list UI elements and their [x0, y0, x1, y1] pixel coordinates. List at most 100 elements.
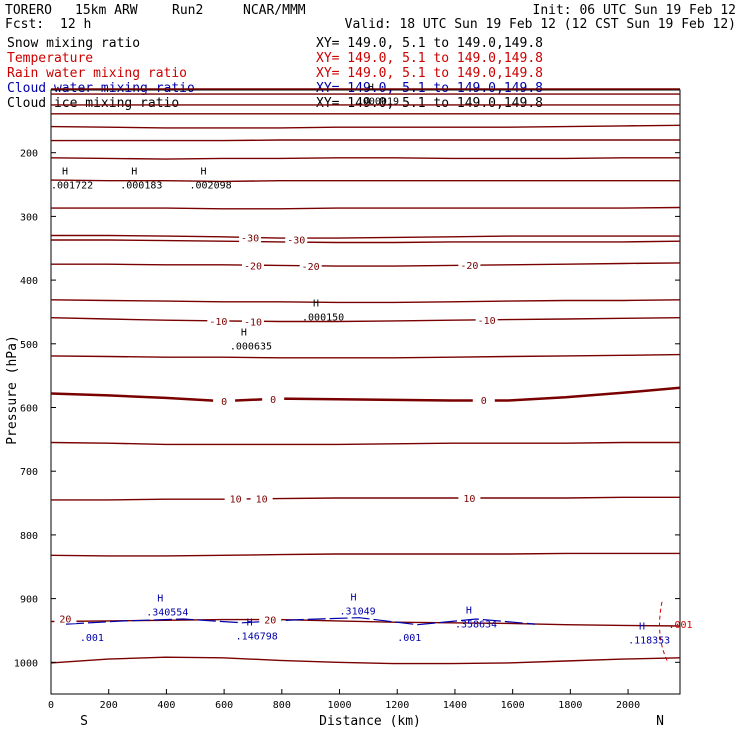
x-tick-label: 600	[215, 700, 233, 711]
temperature-contour-line	[50, 552, 680, 557]
forecast-hour: 12 h	[60, 17, 91, 32]
maximum-value-label: .001	[397, 633, 421, 644]
x-tick-label: 200	[100, 700, 118, 711]
maximum-value-label: .31049	[340, 607, 376, 618]
temperature-contour-label: -30	[241, 233, 259, 244]
maximum-marker: H	[351, 593, 357, 604]
south-end-label: S	[80, 714, 88, 729]
y-tick-label: 800	[20, 531, 38, 542]
x-tick-label: 0	[48, 700, 54, 711]
maximum-value-label: .001722	[51, 181, 93, 192]
contour-label-background	[224, 492, 247, 504]
temperature-contours	[50, 88, 681, 665]
maximum-value-label: .146798	[236, 632, 278, 643]
temperature-contour-line	[50, 386, 681, 403]
plot-area: -30 -30 -20 -20 -20 -10 -10 -10 0 0 0 10 10 10 20 20 H.…	[14, 82, 693, 711]
temperature-contour-label: 20	[264, 616, 276, 627]
maximum-marker: H	[131, 167, 137, 178]
maximum-marker: H	[466, 605, 472, 616]
maximum-marker: H	[639, 621, 645, 632]
contour-labels: -30 -30 -20 -20 -20 -10 -10 -10 0 0 0 10 10 10 20 20	[54, 231, 498, 627]
contour-label-background	[475, 314, 498, 326]
model-run: Run2	[172, 3, 203, 18]
x-tick-label: 1000	[327, 700, 351, 711]
x-tick-label: 1200	[385, 700, 409, 711]
maximum-marker: H	[313, 298, 319, 309]
y-tick-label: 1000	[14, 658, 38, 669]
contour-label-background	[241, 259, 264, 271]
x-tick-label: 1600	[501, 700, 525, 711]
legend-temperature-xy: XY= 149.0, 5.1 to 149.0,149.8	[316, 51, 543, 66]
valid-time: Valid: 18 UTC Sun 19 Feb 12 (12 CST Sun …	[345, 17, 736, 32]
temperature-contour-line	[51, 262, 681, 267]
y-tick-label: 400	[20, 276, 38, 287]
x-tick-label: 2000	[616, 700, 640, 711]
maximum-value-label: .000150	[302, 312, 344, 323]
maximum-value-label: .118353	[628, 635, 670, 646]
temperature-contour-label: 0	[270, 395, 276, 406]
contour-label-background	[241, 315, 264, 327]
temperature-contour-line	[50, 124, 681, 129]
model-org: NCAR/MMM	[243, 3, 306, 18]
legend-rain-label: Rain water mixing ratio	[7, 66, 187, 81]
model-name: TORERO	[5, 3, 52, 18]
contour-label-background	[250, 492, 273, 504]
y-tick-label: 300	[20, 212, 38, 223]
contour-label-background	[262, 393, 285, 405]
cloud-water-contour-line	[65, 617, 536, 626]
temperature-contour-label: 0	[481, 396, 487, 407]
maximum-value-label: .002098	[189, 181, 231, 192]
forecast-label: Fcst:	[5, 17, 44, 32]
legend-rain-xy: XY= 149.0, 5.1 to 149.0,149.8	[316, 66, 543, 81]
legend-temperature-label: Temperature	[7, 51, 93, 66]
temperature-contour-line	[50, 353, 681, 359]
rain-contour-line	[659, 601, 669, 663]
temperature-contour-line	[51, 234, 680, 239]
temperature-contour-line	[51, 206, 681, 210]
y-axis-title: Pressure (hPa)	[5, 335, 20, 445]
maximum-value-label: .001	[80, 633, 104, 644]
y-tick-label: 200	[20, 149, 38, 160]
maximum-value-label: .358634	[455, 619, 497, 630]
temperature-contour-label: -30	[287, 235, 305, 246]
contour-label-background	[299, 260, 322, 272]
temperature-contour-line	[50, 441, 680, 446]
contour-label-background	[213, 395, 236, 407]
x-tick-label: 400	[157, 700, 175, 711]
temperature-contour-label: -10	[244, 318, 262, 329]
legend-snow-label: Snow mixing ratio	[7, 36, 140, 51]
contour-label-background	[472, 393, 495, 405]
maximum-marker: H	[62, 167, 68, 178]
temperature-contour-line	[50, 656, 681, 665]
x-tick-label: 1800	[558, 700, 582, 711]
temperature-contour-line	[50, 157, 680, 160]
maximum-marker: H	[241, 328, 247, 339]
temperature-contour-line	[51, 496, 680, 501]
temperature-contour-label: 0	[221, 397, 227, 408]
y-tick-label: 600	[20, 404, 38, 415]
temperature-contour-line	[50, 299, 681, 304]
maximum-value-label: .001	[668, 620, 692, 631]
maximum-marker: H	[368, 82, 374, 93]
y-tick-label: 700	[20, 467, 38, 478]
temperature-contour-label: -10	[478, 316, 496, 327]
legend-snow-xy: XY= 149.0, 5.1 to 149.0,149.8	[316, 36, 543, 51]
temperature-contour-label: 10	[463, 494, 475, 505]
temperature-contour-label: -20	[460, 261, 478, 272]
temperature-contour-line	[51, 239, 681, 244]
legend-cloud-ice-label: Cloud ice mixing ratio	[7, 96, 179, 111]
temperature-contour-label: -20	[244, 261, 262, 272]
init-time: Init: 06 UTC Sun 19 Feb 12	[533, 3, 737, 18]
temperature-contour-line	[50, 317, 681, 323]
y-tick-label: 500	[20, 340, 38, 351]
contour-label-background	[239, 231, 262, 243]
maximum-marker: H	[247, 618, 253, 629]
temperature-contour-label: 10	[230, 495, 242, 506]
temperature-contour-label: 20	[59, 614, 71, 625]
x-tick-label: 1400	[443, 700, 467, 711]
contour-label-background	[259, 613, 282, 625]
model-resolution: 15km ARW	[75, 3, 138, 18]
contour-label-background	[285, 233, 308, 245]
